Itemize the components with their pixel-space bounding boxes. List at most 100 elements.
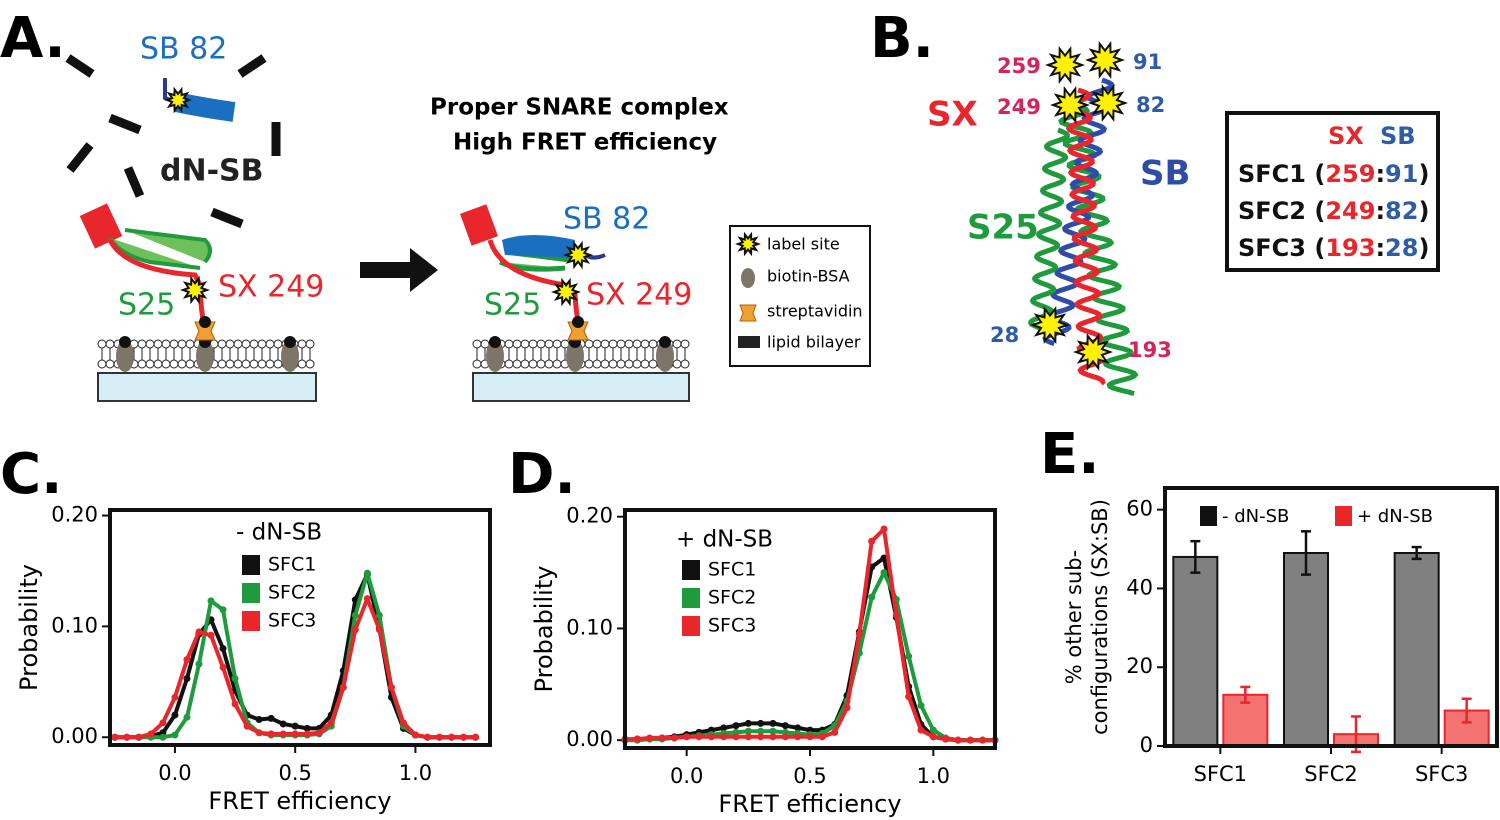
- data-point: [818, 733, 826, 741]
- data-point: [892, 611, 900, 619]
- dash: [65, 54, 95, 78]
- legend-title: + dN-SB: [676, 527, 773, 553]
- table-cell: ): [1418, 160, 1429, 188]
- legend-label: SFC2: [268, 582, 316, 604]
- legend-swatch: [1335, 506, 1352, 526]
- lipid: [640, 339, 650, 349]
- data-point: [243, 722, 251, 730]
- data-point: [111, 733, 119, 741]
- label-site-star: [1030, 305, 1070, 345]
- lipid: [552, 339, 562, 349]
- lipid: [528, 359, 538, 369]
- lipid: [145, 359, 155, 369]
- site-label: 28: [990, 323, 1019, 347]
- data-point: [732, 722, 740, 730]
- arrow: [360, 248, 438, 292]
- streptavidin-icon: [739, 304, 757, 322]
- lipid: [544, 339, 554, 349]
- lipid: [177, 359, 187, 369]
- lipid: [528, 339, 538, 349]
- biotin: [199, 316, 211, 328]
- lipid: [504, 339, 514, 349]
- dash: [66, 142, 94, 173]
- lipid: [233, 359, 243, 369]
- data-point: [375, 626, 383, 634]
- lipid: [616, 359, 626, 369]
- lipid: [297, 339, 307, 349]
- table-row: SFC1 (259:91): [1238, 160, 1429, 188]
- table-cell: SFC3 (: [1238, 234, 1325, 262]
- data-point: [183, 674, 191, 682]
- lipid: [153, 359, 163, 369]
- dash: [123, 166, 145, 198]
- data-point: [843, 704, 851, 712]
- biotin-bsa: [116, 340, 134, 372]
- data-point: [171, 731, 179, 739]
- table-cell: SFC2 (: [1238, 197, 1325, 225]
- data-point: [880, 525, 888, 533]
- lipid: [632, 359, 642, 369]
- lipid: [225, 339, 235, 349]
- legend-label: SFC2: [708, 587, 756, 609]
- label-site-star: [179, 275, 211, 305]
- lipid: [305, 359, 315, 369]
- data-point: [929, 733, 937, 741]
- biotin-bsa: [281, 340, 299, 372]
- lipid: [608, 359, 618, 369]
- series-line: [624, 556, 995, 743]
- data-point: [363, 595, 371, 603]
- lipid: [520, 359, 530, 369]
- data-point: [423, 733, 431, 741]
- y-tick-label: 0.20: [566, 504, 613, 528]
- data-point: [183, 656, 191, 664]
- lipid: [472, 339, 482, 349]
- table-cell: 91: [1385, 160, 1418, 188]
- data-point: [303, 730, 311, 738]
- y-axis-label: % other sub-: [1062, 550, 1086, 684]
- legend-label: - dN-SB: [1222, 506, 1289, 527]
- data-point: [351, 611, 359, 619]
- lipid: [584, 339, 594, 349]
- legend-label: biotin-BSA: [767, 267, 850, 286]
- data-point: [794, 724, 802, 732]
- data-point: [207, 597, 215, 605]
- data-point: [917, 702, 925, 710]
- legend-label: label site: [767, 235, 840, 254]
- lipid: [472, 359, 482, 369]
- table-cell: :: [1375, 160, 1385, 188]
- lipid: [257, 359, 267, 369]
- data-point: [942, 735, 950, 743]
- biotin-bsa: [196, 340, 214, 372]
- dash: [108, 113, 142, 135]
- biotin: [489, 336, 501, 348]
- lipid: [512, 359, 522, 369]
- y-axis-label: Probability: [530, 566, 558, 693]
- lipid: [241, 339, 251, 349]
- lipid: [672, 339, 682, 349]
- data-point: [339, 683, 347, 691]
- legend-swatch: [1200, 506, 1217, 526]
- table-cell: 249: [1325, 197, 1375, 225]
- label: SB 82: [140, 32, 227, 67]
- data-point: [195, 628, 203, 636]
- legend-label: + dN-SB: [1357, 506, 1433, 527]
- helix: [1028, 127, 1070, 332]
- legend-swatch: [242, 611, 260, 631]
- protein-name: SX: [927, 95, 978, 135]
- lipid: [680, 359, 690, 369]
- lipid: [225, 359, 235, 369]
- data-point: [147, 730, 155, 738]
- data-point: [159, 733, 167, 741]
- sx-linker: [107, 238, 206, 321]
- data-point: [744, 733, 752, 741]
- legend-label: SFC3: [708, 615, 756, 637]
- table-cell: ): [1418, 197, 1429, 225]
- data-point: [171, 693, 179, 701]
- dash: [210, 207, 244, 229]
- lipid: [552, 359, 562, 369]
- helix: [1064, 87, 1106, 386]
- lipid: [584, 359, 594, 369]
- legend-label: streptavidin: [767, 302, 863, 321]
- plot-frame: [623, 508, 997, 750]
